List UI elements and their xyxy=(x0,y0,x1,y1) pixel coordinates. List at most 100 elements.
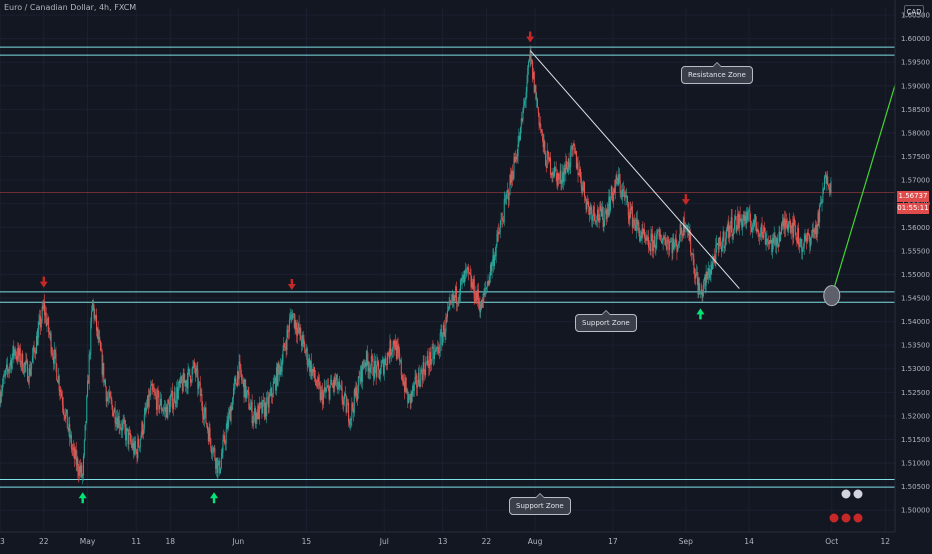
candle-body xyxy=(791,223,793,229)
candle-body xyxy=(102,362,104,375)
candle-body xyxy=(418,372,420,384)
candle-body xyxy=(353,389,355,413)
candle-body xyxy=(332,384,334,389)
candle-body xyxy=(93,305,95,319)
candle-body xyxy=(177,387,179,399)
candle-body xyxy=(701,289,703,298)
candle-body xyxy=(250,401,252,407)
candle-body xyxy=(263,401,265,417)
candle-body xyxy=(289,315,291,320)
candle-body xyxy=(724,245,726,249)
candle-body xyxy=(100,341,102,351)
candle-body xyxy=(207,425,209,431)
candle-body xyxy=(623,190,625,197)
candle-body xyxy=(0,396,2,403)
candle-body xyxy=(614,188,616,193)
candle-body xyxy=(745,215,747,224)
candle-body xyxy=(223,435,225,441)
candle-body xyxy=(812,229,814,232)
candle-body xyxy=(361,366,363,383)
candle-body xyxy=(35,353,37,355)
candle-body xyxy=(162,410,164,412)
candle-body xyxy=(612,194,614,202)
candle-body xyxy=(185,380,187,387)
candle-body xyxy=(528,61,530,68)
candle-body xyxy=(673,238,675,248)
candle-body xyxy=(374,360,376,379)
candle-body xyxy=(79,466,81,473)
candle-body xyxy=(406,391,408,393)
drawings xyxy=(529,50,896,307)
candle-body xyxy=(294,320,296,328)
candle-body xyxy=(177,387,179,399)
candle-body xyxy=(235,378,237,385)
candle-body xyxy=(121,423,123,431)
candle-body xyxy=(186,380,188,389)
time-tick-label: May xyxy=(80,537,96,546)
candle-body xyxy=(86,396,88,422)
candle-body xyxy=(781,223,783,235)
candle-body xyxy=(792,223,794,238)
candle-body xyxy=(348,402,350,423)
candle-body xyxy=(493,255,495,267)
candle-body xyxy=(783,218,785,227)
candle-body xyxy=(679,224,681,242)
candle-body xyxy=(751,226,753,233)
candle-body xyxy=(456,301,458,304)
price-tick-label: 1.53500 xyxy=(901,342,930,350)
candle-body xyxy=(121,427,123,431)
candle-body xyxy=(502,218,504,221)
candle-body xyxy=(622,189,624,197)
candle-body xyxy=(617,179,619,185)
candle-body xyxy=(361,361,363,383)
candle-body xyxy=(371,356,373,359)
candle-body xyxy=(73,447,75,451)
candle-body xyxy=(713,256,715,258)
candle-body xyxy=(367,360,369,372)
candle-body xyxy=(396,345,398,359)
candle-body xyxy=(158,392,160,410)
candle-body xyxy=(365,362,367,367)
candle-body xyxy=(640,235,642,238)
candle-body xyxy=(502,220,504,222)
candle-body xyxy=(531,59,533,62)
candle-body xyxy=(209,428,211,439)
candle-body xyxy=(107,397,109,399)
candle-body xyxy=(46,323,48,326)
candle-body xyxy=(633,220,635,221)
candle-body xyxy=(705,271,707,286)
candle-body xyxy=(283,343,285,351)
candle-body xyxy=(335,379,337,385)
candle-body xyxy=(688,229,690,241)
candle-body xyxy=(5,364,7,370)
candle-body xyxy=(184,380,186,383)
candle-body xyxy=(726,229,728,231)
currency-button[interactable]: CAD xyxy=(904,5,924,17)
candle-body xyxy=(108,397,110,399)
candle-body xyxy=(788,223,790,225)
candle-body xyxy=(696,272,698,279)
candle-body xyxy=(407,391,409,404)
candle-body xyxy=(491,262,493,272)
candle-body xyxy=(39,316,41,322)
candle-body xyxy=(130,441,132,444)
candle-body xyxy=(211,453,213,454)
candle-body xyxy=(527,67,529,83)
candle-body xyxy=(308,357,310,365)
candle-body xyxy=(174,392,176,404)
candle-body xyxy=(224,435,226,443)
candle-body xyxy=(770,240,772,243)
candle-body xyxy=(786,224,788,230)
candle-body xyxy=(528,59,530,62)
candle-body xyxy=(178,380,180,388)
candle-body xyxy=(596,209,598,221)
candle-body xyxy=(564,168,566,174)
price-tick-label: 1.55500 xyxy=(901,247,930,255)
candle-body xyxy=(232,388,234,398)
candle-body xyxy=(455,286,457,298)
candle-body xyxy=(616,175,618,180)
candle-body xyxy=(804,235,806,241)
price-tick-label: 1.52500 xyxy=(901,389,930,397)
